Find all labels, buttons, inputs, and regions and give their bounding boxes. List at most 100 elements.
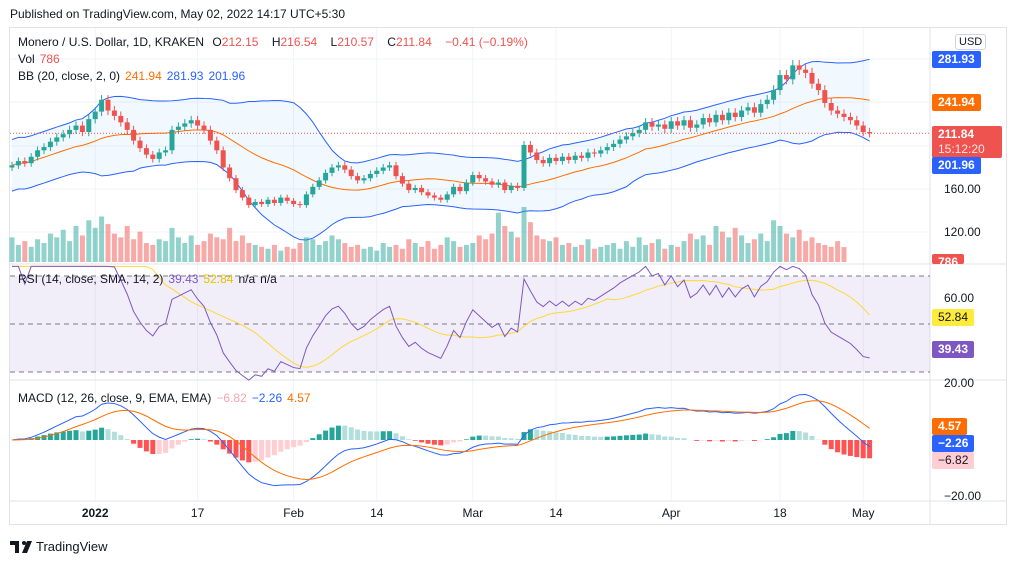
macd-histogram-bar bbox=[547, 431, 553, 440]
candle-body bbox=[566, 156, 572, 160]
macd-histogram-bar bbox=[489, 436, 495, 440]
candle-body bbox=[451, 186, 457, 195]
close-label: C bbox=[387, 35, 396, 49]
change-value: −0.41 (−0.19%) bbox=[445, 35, 528, 49]
macd-histogram-bar bbox=[803, 432, 809, 440]
volume-bar bbox=[687, 233, 693, 262]
volume-bar bbox=[815, 243, 821, 262]
candle-body bbox=[540, 159, 546, 164]
volume-bar bbox=[579, 244, 585, 262]
macd-histogram-bar bbox=[367, 431, 373, 440]
candle-body bbox=[367, 173, 373, 179]
candle-body bbox=[771, 90, 777, 100]
candle-body bbox=[457, 186, 463, 192]
candle-body bbox=[79, 125, 85, 133]
volume-bar bbox=[67, 241, 73, 262]
candle-body bbox=[387, 165, 393, 168]
volume-bar bbox=[783, 233, 789, 262]
volume-bar bbox=[585, 239, 591, 262]
volume-bar bbox=[828, 246, 834, 262]
candle-body bbox=[310, 186, 316, 195]
candle-body bbox=[828, 103, 834, 111]
volume-bar bbox=[495, 212, 501, 262]
macd-histogram-bar bbox=[860, 440, 866, 459]
macd-tick: −20.00 bbox=[944, 489, 982, 503]
candle-body bbox=[99, 99, 105, 112]
bar-countdown: 15:12:20 bbox=[938, 142, 985, 156]
candle-body bbox=[22, 161, 28, 164]
volume-bar bbox=[425, 241, 431, 262]
macd-histogram-bar bbox=[252, 440, 258, 462]
candle-body bbox=[726, 112, 732, 121]
volume-bar bbox=[527, 222, 533, 262]
volume-bar bbox=[713, 225, 719, 262]
volume-bar bbox=[489, 233, 495, 262]
volume-bar bbox=[387, 246, 393, 262]
candle-body bbox=[41, 147, 47, 151]
rsi-ma-tag: 52.84 bbox=[932, 309, 975, 326]
volume-bar bbox=[259, 246, 265, 262]
macd-histogram-bar bbox=[175, 440, 181, 445]
macd-signal-line bbox=[11, 400, 870, 480]
candle-body bbox=[515, 185, 521, 188]
macd-histogram-bar bbox=[99, 427, 105, 440]
volume-bar bbox=[188, 235, 194, 262]
macd-histogram-bar bbox=[169, 440, 175, 449]
volume-bar bbox=[60, 229, 66, 262]
macd-tick: 20.00 bbox=[944, 376, 975, 390]
volume-bar bbox=[118, 237, 124, 262]
volume-bar bbox=[809, 237, 815, 262]
macd-histogram-bar bbox=[323, 430, 329, 440]
macd-histogram-bar bbox=[188, 439, 194, 440]
currency-button[interactable]: USD bbox=[955, 34, 987, 50]
volume-bar bbox=[553, 237, 559, 262]
volume-bar bbox=[73, 225, 79, 262]
volume-bar bbox=[508, 231, 514, 262]
macd-signal-value: 4.57 bbox=[287, 391, 311, 405]
price-tick: 160.00 bbox=[944, 182, 981, 196]
macd-histogram-bar bbox=[502, 438, 508, 440]
candle-body bbox=[265, 199, 271, 205]
rsi-legend: RSI (14, close, SMA, 14, 2) 39.43 52.84 n/a… bbox=[18, 272, 282, 286]
tradingview-logo[interactable]: TradingView bbox=[10, 539, 108, 554]
volume-bar bbox=[137, 231, 143, 262]
candle-body bbox=[572, 155, 578, 160]
candle-body bbox=[758, 104, 764, 113]
macd-histogram-bar bbox=[681, 438, 687, 440]
close-value: 211.84 bbox=[395, 35, 432, 49]
bb-upper-tag: 281.93 bbox=[932, 51, 981, 68]
candle-body bbox=[713, 114, 719, 123]
macd-histogram-bar bbox=[835, 440, 841, 453]
bb-lower-line bbox=[11, 131, 870, 241]
volume-bar bbox=[399, 248, 405, 262]
macd-histogram-bar bbox=[796, 431, 802, 440]
time-axis-label: 17 bbox=[190, 506, 205, 520]
volume-bar bbox=[124, 225, 130, 262]
macd-histogram-bar bbox=[67, 430, 73, 440]
macd-histogram-bar bbox=[636, 434, 642, 440]
candle-body bbox=[707, 118, 713, 123]
macd-histogram-bar bbox=[566, 434, 572, 440]
candle-body bbox=[425, 192, 431, 196]
macd-hist-tag: −6.82 bbox=[932, 452, 975, 469]
bb-label: BB (20, close, 2, 0) bbox=[18, 69, 121, 83]
candle-body bbox=[847, 116, 853, 121]
candle-body bbox=[131, 129, 137, 141]
macd-histogram-bar bbox=[220, 440, 226, 450]
volume-bar bbox=[271, 244, 277, 262]
macd-histogram-bar bbox=[585, 436, 591, 440]
volume-bar bbox=[291, 248, 297, 262]
macd-histogram-bar bbox=[303, 440, 309, 443]
candle-body bbox=[687, 120, 693, 128]
candle-body bbox=[438, 197, 444, 200]
macd-histogram-bar bbox=[700, 440, 706, 441]
candle-body bbox=[483, 178, 489, 182]
candle-body bbox=[73, 125, 79, 130]
candle-body bbox=[303, 194, 309, 206]
volume-bar bbox=[636, 237, 642, 262]
candle-body bbox=[867, 132, 873, 134]
candle-body bbox=[175, 126, 181, 130]
candle-body bbox=[822, 90, 828, 103]
macd-label: MACD (12, 26, close, 9, EMA, EMA) bbox=[18, 391, 212, 405]
